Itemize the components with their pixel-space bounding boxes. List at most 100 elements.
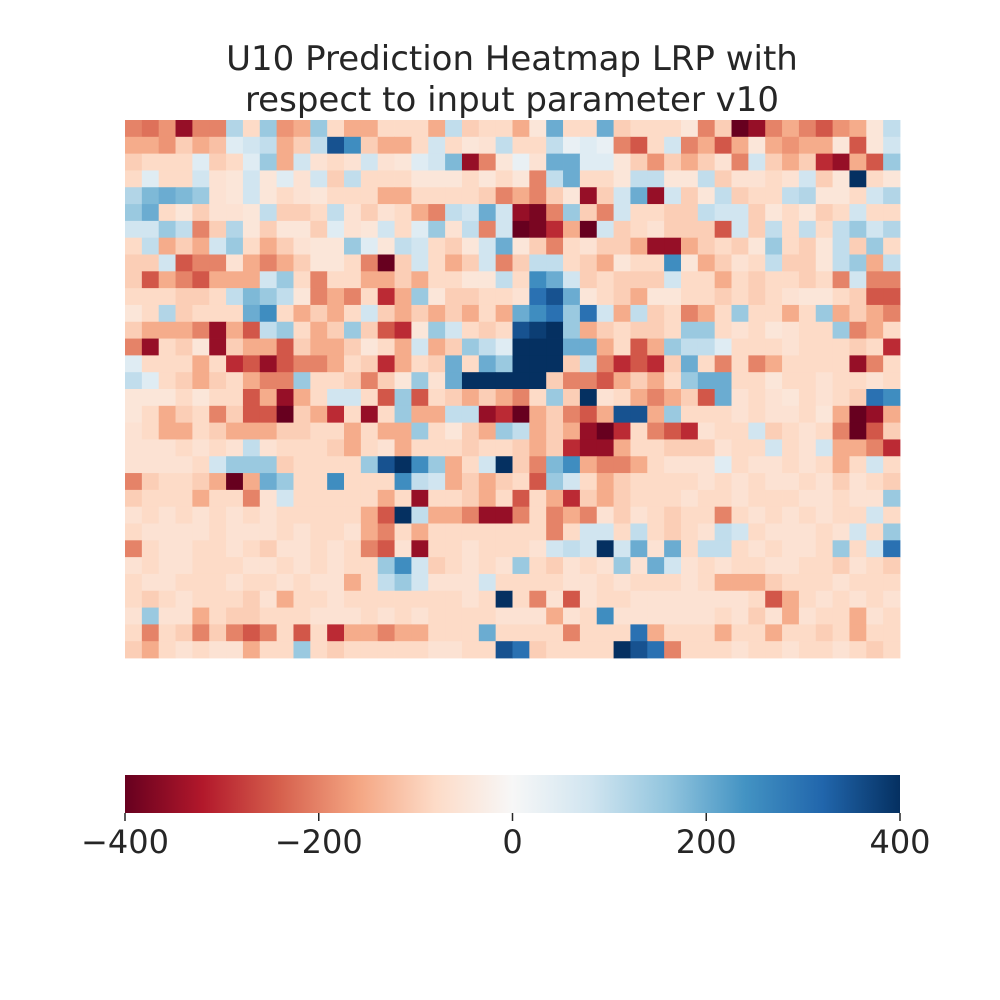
heatmap-cell <box>849 372 867 390</box>
heatmap-cell <box>461 153 480 171</box>
heatmap-cell <box>242 237 261 255</box>
heatmap-cell <box>478 624 497 642</box>
heatmap-cell <box>798 456 817 474</box>
heatmap-cell <box>714 120 732 138</box>
heatmap-cell <box>680 523 699 541</box>
heatmap-cell <box>798 489 817 508</box>
heatmap-cell <box>529 456 547 474</box>
heatmap-cell <box>630 136 648 155</box>
heatmap-cell <box>242 254 261 272</box>
heatmap-cell <box>596 153 614 171</box>
heatmap-cell <box>815 456 834 474</box>
heatmap-cell <box>630 422 648 440</box>
heatmap-cell <box>512 506 530 524</box>
heatmap-cell <box>377 338 395 356</box>
heatmap-cell <box>579 304 598 323</box>
heatmap-cell <box>478 523 497 541</box>
heatmap-cell <box>259 489 278 508</box>
heatmap-cell <box>680 187 699 205</box>
heatmap-cell <box>765 389 783 407</box>
heatmap-cell <box>141 187 160 205</box>
heatmap-cell <box>293 170 311 188</box>
heatmap-cell <box>680 624 699 642</box>
heatmap-cell <box>344 641 362 659</box>
heatmap-cell <box>731 153 749 171</box>
heatmap-cell <box>344 607 362 625</box>
heatmap-cell <box>158 220 176 239</box>
heatmap-cell <box>664 288 682 306</box>
heatmap-cell <box>411 456 429 474</box>
heatmap-cell <box>765 405 783 424</box>
heatmap-cell <box>242 220 261 239</box>
heatmap-cell <box>815 422 834 440</box>
heatmap-cell <box>158 372 176 390</box>
heatmap-cell <box>360 204 379 222</box>
heatmap-cell <box>125 187 143 205</box>
heatmap-cell <box>209 372 227 390</box>
heatmap-cell <box>175 153 193 171</box>
heatmap-cell <box>461 136 480 155</box>
heatmap-cell <box>748 473 766 491</box>
heatmap-cell <box>327 321 345 339</box>
heatmap-cell <box>680 573 699 592</box>
heatmap-cell <box>731 271 749 289</box>
heatmap-cell <box>360 506 379 524</box>
heatmap-cell <box>125 271 143 289</box>
heatmap-cell <box>697 220 716 239</box>
heatmap-cell <box>461 187 480 205</box>
heatmap-cell <box>141 136 160 155</box>
heatmap-cell <box>125 540 143 558</box>
heatmap-cell <box>512 170 530 188</box>
heatmap-cell <box>714 136 732 155</box>
heatmap-cell <box>377 607 395 625</box>
heatmap-cell <box>327 204 345 222</box>
heatmap-cell <box>798 641 817 659</box>
heatmap-cell <box>141 540 160 558</box>
heatmap-cell <box>782 355 800 373</box>
heatmap-cell <box>832 237 850 255</box>
heatmap-cell <box>563 153 581 171</box>
heatmap-cell <box>377 220 395 239</box>
heatmap-cell <box>714 540 732 558</box>
heatmap-cell <box>563 573 581 592</box>
heatmap-cell <box>664 220 682 239</box>
heatmap-cell <box>411 607 429 625</box>
heatmap-cell <box>293 271 311 289</box>
heatmap-cell <box>866 641 884 659</box>
heatmap-cell <box>158 422 176 440</box>
heatmap-cell <box>596 338 614 356</box>
heatmap-cell <box>158 439 176 457</box>
heatmap-cell <box>798 439 817 457</box>
heatmap-cell <box>866 439 884 457</box>
heatmap-cell <box>259 187 278 205</box>
heatmap-cell <box>394 304 412 323</box>
heatmap-cell <box>697 624 716 642</box>
heatmap-cell <box>765 187 783 205</box>
heatmap-cell <box>512 254 530 272</box>
heatmap-cell <box>748 220 766 239</box>
heatmap-cell <box>680 288 699 306</box>
heatmap-cell <box>512 304 530 323</box>
heatmap-cell <box>276 304 294 323</box>
heatmap-cell <box>782 641 800 659</box>
colorbar-tick-label: 0 <box>502 823 522 861</box>
heatmap-cell <box>697 338 716 356</box>
heatmap-cell <box>478 557 497 575</box>
heatmap-cell <box>209 170 227 188</box>
heatmap-cell <box>815 153 834 171</box>
heatmap-cell <box>141 456 160 474</box>
heatmap-cell <box>242 405 261 424</box>
heatmap-cell <box>866 389 884 407</box>
heatmap-cell <box>563 540 581 558</box>
heatmap-cell <box>141 355 160 373</box>
heatmap-cell <box>579 473 598 491</box>
heatmap-cell <box>175 204 193 222</box>
heatmap-cell <box>765 573 783 592</box>
heatmap-cell <box>125 456 143 474</box>
heatmap-cell <box>461 372 480 390</box>
heatmap-cell <box>512 187 530 205</box>
heatmap-cell <box>546 405 564 424</box>
heatmap-cell <box>883 170 901 188</box>
heatmap-cell <box>630 456 648 474</box>
heatmap-cell <box>529 590 547 608</box>
